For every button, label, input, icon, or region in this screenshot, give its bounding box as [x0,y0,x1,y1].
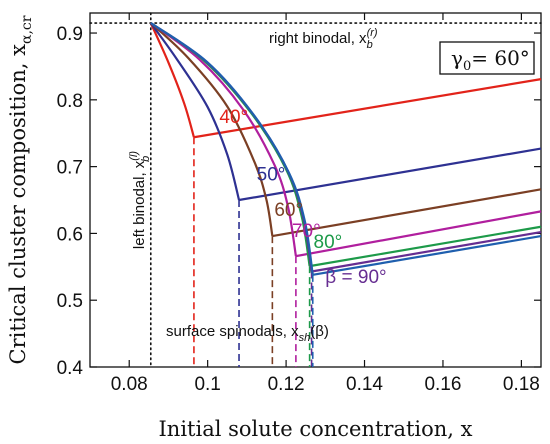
binodal-lines [89,12,542,368]
x-tick-label: 0.18 [503,374,540,395]
left-binodal-label-sup: (l) [128,151,140,161]
left-binodal-label: left binodal, x(l)b [128,151,152,249]
series-label: 40° [219,107,248,128]
axis-ticks: 0.08 0.1 0.12 0.14 0.16 0.18 0.4 0.5 0.6 0.7 0.8 0.… [6,13,541,441]
right-binodal-label: right binodal, x(r) b [269,27,378,51]
y-axis-title-sub: α,cr [19,15,35,44]
series-branch [311,230,542,273]
y-tick-label: 0.5 [57,291,83,312]
series-curve [150,22,311,267]
y-tick-label: 0.7 [57,158,83,179]
spinodal-label: surface spinodals, xsh(β) [166,323,329,344]
series-label: β = 90° [325,267,386,288]
series-label: 50° [257,165,286,186]
series-branch [295,210,542,258]
spinodal-label-main: surface spinodals, x [166,323,299,340]
right-binodal-label-main: right binodal, x [269,30,367,47]
series-branch [238,147,542,202]
annotations: 40° 50° 60°70°80° β = 90° left binodal, x(l)… [128,27,535,344]
series-curve [149,22,241,201]
series-curve [149,22,195,138]
gamma-box-sub: 0 [463,59,471,74]
x-axis-title: Initial solute concentration, x [159,417,473,441]
y-axis-title-main: Critical cluster composition, x [6,44,30,365]
x-tick-label: 0.08 [111,374,148,395]
series-curve [150,22,297,257]
y-tick-label: 0.9 [57,24,83,45]
gamma-box-value: = 60° [471,46,530,70]
gamma-box [439,41,535,75]
series-branch [312,235,542,276]
spinodal-label-arg: (β) [310,323,329,340]
x-tick-label: 0.1 [194,374,220,395]
x-tick-label: 0.16 [424,374,461,395]
series-curve [150,22,274,237]
series-label: 80° [314,232,343,253]
y-tick-label: 0.4 [57,358,84,379]
series-layer [149,22,542,367]
series-label: 60° [274,200,303,221]
gamma-box-symbol: γ [451,46,463,70]
y-axis-title: Critical cluster composition, xα,cr [6,15,35,364]
y-tick-label: 0.6 [57,224,83,245]
series-branch [272,188,542,238]
x-tick-label: 0.12 [268,374,305,395]
series-label: 70° [292,221,321,242]
left-binodal-label-sub: b [140,156,152,162]
right-binodal-label-sup: (r) [367,27,378,39]
right-binodal-label-sub: b [367,39,373,51]
series-branch [193,78,542,139]
left-binodal-label-main: left binodal, x [131,160,148,249]
gamma-box-label: γ0= 60° [451,46,530,74]
spinodal-label-sub: sh [299,332,311,344]
y-tick-label: 0.8 [57,91,83,112]
x-tick-label: 0.14 [346,374,383,395]
series-branch [309,225,542,268]
series-curve [150,22,314,275]
